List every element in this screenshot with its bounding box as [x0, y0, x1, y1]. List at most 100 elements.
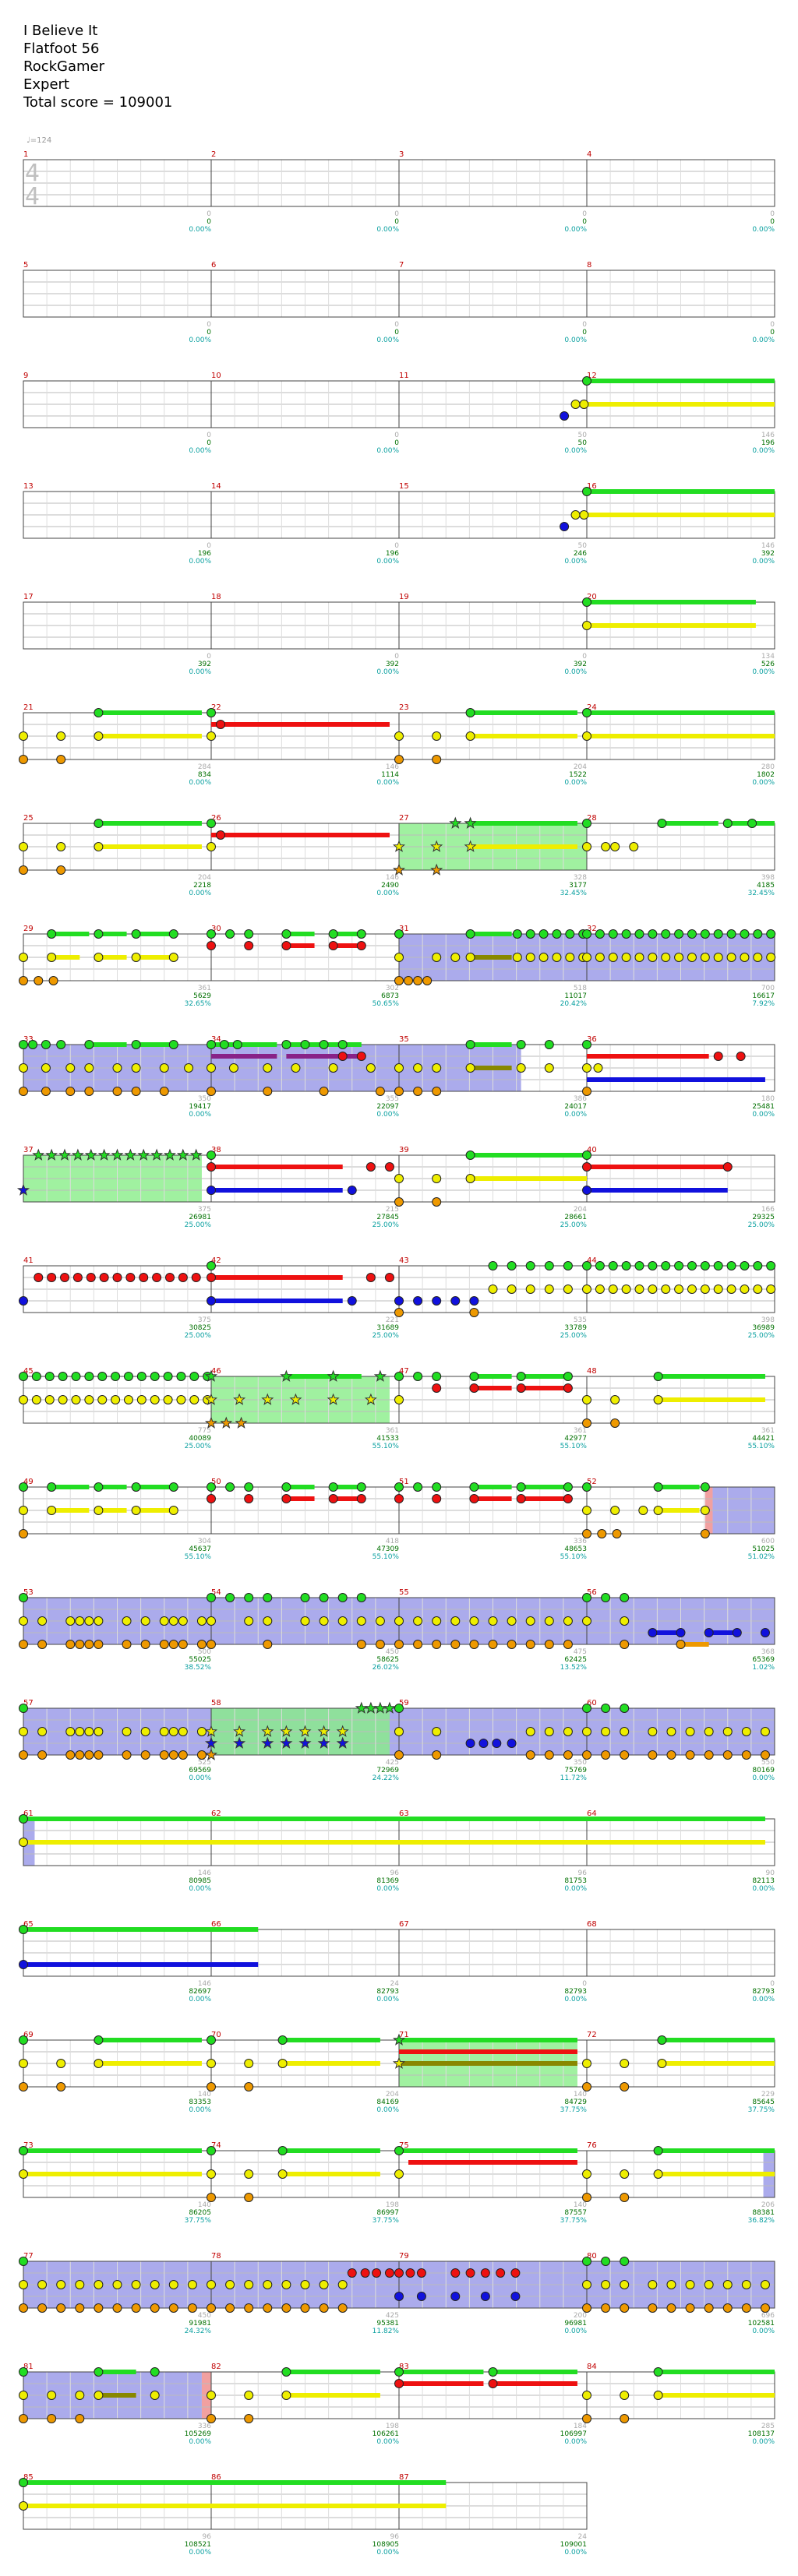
sustain-y [587, 734, 775, 738]
note-o [319, 1087, 329, 1096]
overdrive-percent: 50.65% [373, 1000, 400, 1008]
note-o [544, 1640, 554, 1649]
note-g [595, 929, 605, 939]
note-o [507, 1640, 517, 1649]
note-g [168, 929, 178, 939]
note-o [168, 2303, 178, 2313]
running-score: 85645 [752, 2099, 775, 2106]
note-y [140, 1616, 150, 1626]
sustain-y [136, 955, 174, 960]
note-y [516, 1063, 526, 1073]
note-y [713, 953, 723, 962]
note-y [610, 1506, 620, 1515]
overdrive-percent: 0.00% [564, 337, 587, 344]
note-o [582, 1418, 591, 1428]
note-o [56, 2082, 66, 2091]
sustain-y [23, 2172, 202, 2176]
sustain-b [708, 1630, 737, 1635]
note-y [112, 1063, 122, 1073]
note-y [394, 2169, 404, 2179]
measure-number: 81 [23, 2363, 34, 2371]
note-g [766, 1261, 776, 1270]
measure-gain: 375 [198, 1316, 211, 1324]
measure-gain: 284 [198, 763, 211, 771]
note-y [741, 1727, 751, 1736]
sustain-b [211, 1188, 343, 1193]
note-r [178, 1273, 188, 1282]
note-g [488, 2367, 498, 2377]
note-y [94, 731, 104, 741]
measure-gain: 361 [386, 1427, 399, 1435]
note-r [360, 2268, 370, 2278]
note-r [216, 830, 226, 840]
measure-gain: 0 [770, 321, 775, 329]
overdrive-percent: 37.75% [748, 2106, 775, 2114]
note-o [582, 2193, 591, 2202]
running-score: 22097 [376, 1103, 399, 1111]
measure-number: 20 [587, 593, 597, 601]
running-score: 83353 [189, 2099, 211, 2106]
running-score: 2218 [193, 882, 211, 890]
running-score: 106261 [373, 2430, 399, 2438]
sustain-y [587, 402, 775, 407]
note-g [512, 929, 522, 939]
measure-number: 73 [23, 2141, 34, 2150]
note-o [84, 1750, 94, 1760]
sustain-g [662, 2038, 775, 2042]
note-r [563, 1494, 573, 1503]
song-title: I Believe It [23, 23, 98, 39]
note-o [244, 2414, 254, 2423]
sustain-y [470, 734, 577, 738]
note-y [19, 1616, 28, 1626]
running-score: 2490 [381, 882, 399, 890]
note-b [394, 1296, 404, 1306]
note-g [94, 819, 104, 828]
measure-number: 15 [399, 482, 409, 491]
overdrive-percent: 0.00% [189, 1774, 211, 1782]
sustain-y [211, 1840, 399, 1845]
tempo-marker: ♩=124 [26, 136, 52, 145]
sustain-y [399, 2061, 577, 2066]
overdrive-percent: 0.00% [752, 558, 775, 566]
note-y [582, 2280, 591, 2289]
time-signature-bottom: 4 [25, 183, 40, 210]
measure-gain: 140 [574, 2091, 587, 2099]
note-g [207, 2146, 216, 2155]
overdrive-percent: 0.00% [752, 447, 775, 455]
note-o [700, 1529, 710, 1538]
note-y [432, 731, 442, 741]
note-o [394, 1640, 404, 1649]
note-y [140, 1727, 150, 1736]
measure-gain: 146 [198, 1980, 211, 1988]
note-g [277, 2146, 288, 2155]
note-o [159, 1087, 169, 1096]
measure-number: 22 [211, 703, 221, 712]
note-y [394, 953, 404, 962]
note-o [525, 1750, 535, 1760]
note-b [492, 1739, 502, 1748]
note-y [319, 1616, 329, 1626]
running-score: 0 [770, 218, 775, 226]
measure-gain: 221 [386, 1316, 399, 1324]
note-g [700, 929, 710, 939]
measure-gain: 204 [198, 874, 211, 882]
note-y [525, 953, 535, 962]
sustain-g [658, 2370, 775, 2374]
overdrive-percent: 0.00% [564, 2438, 587, 2446]
note-y [168, 1506, 178, 1515]
note-g [319, 1593, 329, 1602]
note-y [722, 1727, 733, 1736]
note-g [538, 929, 549, 939]
note-g [621, 1261, 631, 1270]
measure-number: 16 [587, 482, 597, 491]
star-note-b [317, 1736, 330, 1749]
note-g [674, 1261, 684, 1270]
note-y [365, 1063, 376, 1073]
note-b [19, 1960, 28, 1969]
note-b [732, 1628, 742, 1637]
sustain-g [23, 1927, 211, 1932]
note-g [620, 1593, 630, 1602]
running-score: 81369 [376, 1877, 399, 1885]
measure-gain: 361 [198, 985, 211, 992]
note-g [19, 1704, 28, 1713]
